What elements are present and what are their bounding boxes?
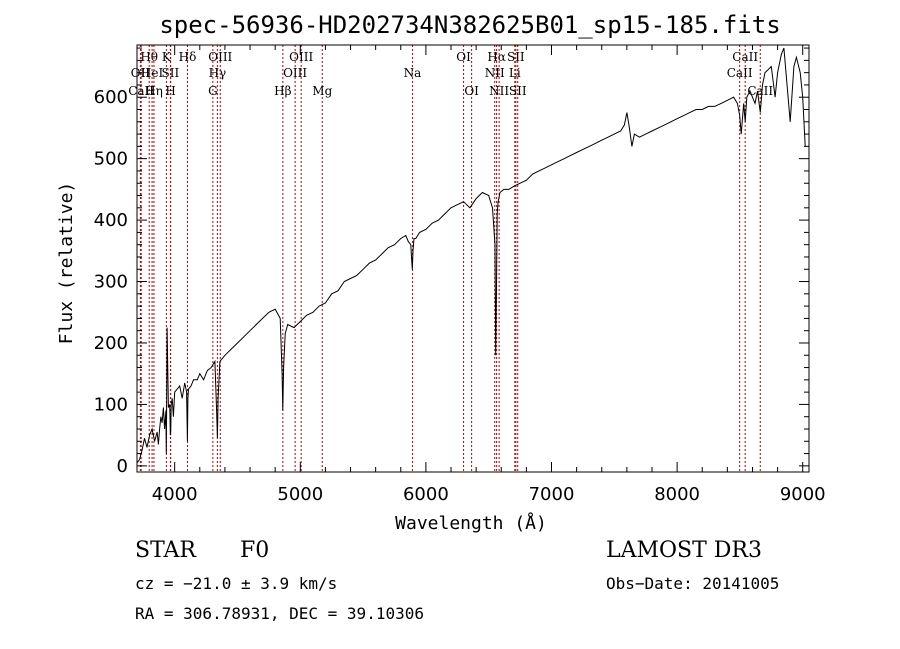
y-tick-label: 200 [94, 333, 128, 354]
spectral-line-label: SII [509, 84, 527, 98]
spectral-line-label: OIII [208, 50, 232, 64]
x-tick-label: 7000 [529, 484, 575, 505]
spectral-line-label: SII [162, 66, 180, 80]
spectral-line-label: Na [404, 66, 422, 80]
spectral-line-label: CaII [747, 84, 773, 98]
x-tick-label: 6000 [403, 484, 449, 505]
y-tick-label: 100 [94, 394, 128, 415]
spectral-line-label: Hθ [140, 50, 158, 64]
spectral-line-label: CaII [128, 84, 154, 98]
spectral-line-label: OIII [289, 50, 313, 64]
observation-date: Obs−Date: 20141005 [606, 574, 780, 593]
spectral-line-label: CaII [727, 66, 753, 80]
x-tick-label: 4000 [152, 484, 198, 505]
y-tick-label: 300 [94, 272, 128, 293]
spectrum-line [136, 47, 806, 464]
y-axis-label: Flux (relative) [56, 182, 77, 345]
chart-title: spec-56936-HD202734N382625B01_sp15-185.f… [159, 11, 780, 39]
y-tick-label: 500 [94, 149, 128, 170]
spectral-line-label: Hα [487, 50, 506, 64]
spectral-line-label: H [165, 84, 175, 98]
plot-frame [136, 44, 810, 473]
spectral-line-label: Hβ [274, 84, 291, 98]
spectral-subclass: F0 [240, 538, 270, 563]
spectral-line-label: G [208, 84, 218, 98]
spectral-line-label: K [162, 50, 172, 64]
x-tick-label: 9000 [780, 484, 826, 505]
x-tick-label: 8000 [654, 484, 700, 505]
spectral-line-label: Li [509, 66, 521, 80]
x-tick-label: 5000 [277, 484, 323, 505]
spectral-line-label: HeI [141, 66, 164, 80]
survey-release: LAMOST DR3 [606, 538, 762, 563]
y-axis-ticks: 0 100 200 300 400 500 600 [94, 47, 809, 477]
coordinates-readout: RA = 306.78931, DEC = 39.10306 [135, 604, 424, 623]
x-axis-ticks: 4000 5000 6000 7000 8000 9000 [152, 45, 826, 505]
spectral-line-label: Hδ [179, 50, 197, 64]
y-tick-label: 0 [117, 456, 128, 477]
spectrum-chart: spec-56936-HD202734N382625B01_sp15-185.f… [56, 11, 826, 534]
spectral-line-label: NII [489, 84, 509, 98]
spectral-line-label: OI [456, 50, 471, 64]
spectral-line-markers [139, 45, 761, 472]
spectral-line-label: SII [507, 50, 525, 64]
spectral-line-label: CaII [732, 50, 758, 64]
spectral-line-label: Mg [312, 84, 332, 98]
object-type: STAR [135, 538, 196, 563]
spectral-line-label: OI [464, 84, 479, 98]
spectral-line-label: Hγ [209, 66, 227, 80]
spectral-line-label: OIII [283, 66, 307, 80]
spectral-line-label: Hη [145, 84, 163, 98]
redshift-readout: cz = −21.0 ± 3.9 km/s [135, 574, 338, 593]
y-tick-label: 400 [94, 210, 128, 231]
spectral-line-label: NII [485, 66, 505, 80]
x-axis-label: Wavelength (Å) [395, 512, 547, 534]
y-tick-label: 600 [94, 87, 128, 108]
